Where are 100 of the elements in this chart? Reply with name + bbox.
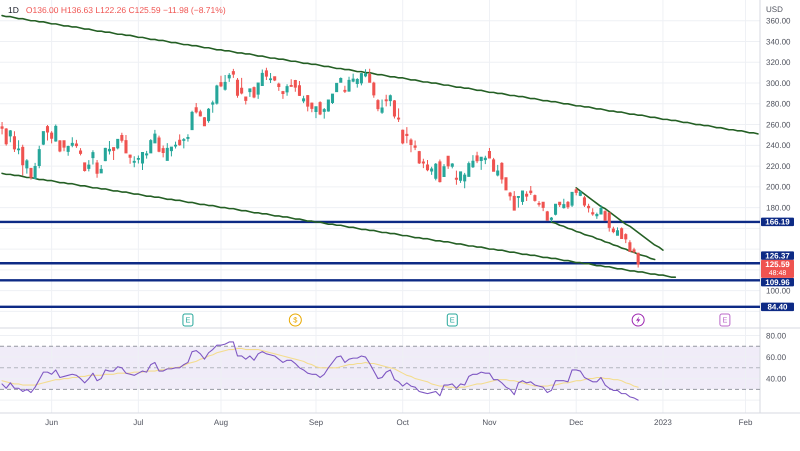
candlestick	[616, 226, 620, 236]
candlestick	[91, 150, 94, 166]
candlestick	[79, 148, 82, 156]
candlestick	[38, 145, 41, 169]
y-tick-label: 240.00	[766, 141, 792, 150]
candlestick	[388, 94, 392, 107]
candlestick	[62, 140, 66, 152]
candlestick	[492, 157, 496, 172]
candlestick	[124, 134, 128, 154]
line-series	[1, 14, 759, 135]
candlestick	[244, 96, 248, 106]
candlestick	[96, 159, 99, 178]
candlestick	[446, 155, 450, 170]
candlestick	[58, 140, 62, 153]
candlestick	[401, 129, 404, 145]
candlestick	[281, 90, 284, 100]
candlestick	[264, 67, 268, 81]
y-tick-label: 80.00	[766, 331, 787, 340]
candlestick	[636, 252, 640, 268]
line-series	[575, 187, 664, 251]
candlestick	[66, 145, 70, 156]
x-tick-label: 2023	[654, 418, 672, 427]
y-tick-label: 320.00	[766, 58, 792, 68]
candlestick	[286, 84, 289, 96]
candlestick	[529, 186, 532, 196]
candlestick	[83, 162, 86, 172]
candlestick	[405, 126, 408, 144]
line-series	[2, 348, 639, 389]
candlestick	[42, 131, 45, 146]
candlestick	[166, 142, 169, 162]
candlestick	[178, 134, 182, 146]
candlestick	[202, 116, 206, 127]
y-tick-label: 360.00	[766, 16, 792, 26]
candlestick	[570, 192, 574, 208]
candlestick	[520, 190, 524, 206]
candlestick	[450, 162, 454, 169]
candlestick	[318, 100, 322, 116]
candlestick	[252, 86, 256, 99]
x-tick-label: Nov	[482, 418, 497, 427]
y-tick-label: 100.00	[766, 286, 792, 296]
candlestick	[438, 159, 442, 183]
candlestick	[434, 162, 438, 181]
candlestick	[496, 164, 500, 177]
candlestick	[587, 203, 590, 213]
ref-line-label: 166.19	[765, 218, 790, 227]
candlestick	[392, 99, 396, 120]
candlestick	[207, 108, 210, 124]
x-tick-label: Dec	[569, 418, 584, 427]
candlestick	[87, 160, 90, 172]
candlestick	[368, 68, 372, 83]
candlestick	[612, 226, 615, 234]
y-tick-label: 260.00	[766, 120, 792, 130]
candlestick	[591, 208, 594, 216]
candlestick	[582, 195, 586, 208]
candlestick	[100, 164, 103, 174]
candlestick	[554, 203, 558, 216]
candlestick	[170, 146, 173, 157]
candlestick	[542, 202, 545, 212]
candlestick	[384, 94, 388, 107]
candlestick	[236, 78, 240, 98]
y-tick-label: 200.00	[766, 182, 792, 192]
candlestick	[70, 136, 74, 148]
candlestick	[537, 200, 541, 208]
candlestick	[525, 190, 528, 202]
candlestick	[50, 130, 54, 144]
candlestick	[578, 190, 582, 197]
candlestick	[116, 138, 120, 150]
candlestick	[476, 151, 479, 164]
candlestick	[128, 154, 132, 164]
candlestick	[21, 144, 24, 176]
candlestick	[0, 121, 4, 135]
candlestick	[426, 160, 430, 172]
candlestick	[174, 141, 178, 150]
candlestick	[46, 124, 50, 141]
candlestick	[34, 162, 37, 180]
candlestick	[558, 202, 562, 208]
candlestick	[190, 110, 194, 130]
text: O136.00 H136.63 L122.26 C125.59 −11.98 (−8.71%)	[26, 4, 226, 15]
candlestick	[248, 88, 252, 98]
candlestick	[232, 68, 235, 78]
candlestick	[454, 170, 458, 186]
candlestick	[17, 140, 20, 155]
y-tick-label: 280.00	[766, 100, 792, 109]
candlestick	[533, 194, 536, 202]
candlestick	[302, 95, 306, 104]
text: 1D	[8, 4, 19, 15]
candlestick	[298, 80, 301, 97]
y-tick-label: 40.00	[766, 374, 787, 384]
candlestick	[8, 129, 12, 143]
candlestick	[608, 212, 611, 232]
x-tick-label: Jun	[45, 418, 58, 427]
candlestick	[343, 85, 346, 94]
candlestick	[314, 106, 318, 119]
ref-line-label: 109.96	[765, 278, 790, 287]
candlestick	[418, 150, 421, 164]
candlestick	[372, 81, 376, 98]
ref-line-label: 126.37	[765, 251, 790, 260]
y-tick-label: 340.00	[766, 37, 792, 46]
candlestick	[414, 140, 417, 151]
y-tick-label: 220.00	[766, 162, 792, 171]
